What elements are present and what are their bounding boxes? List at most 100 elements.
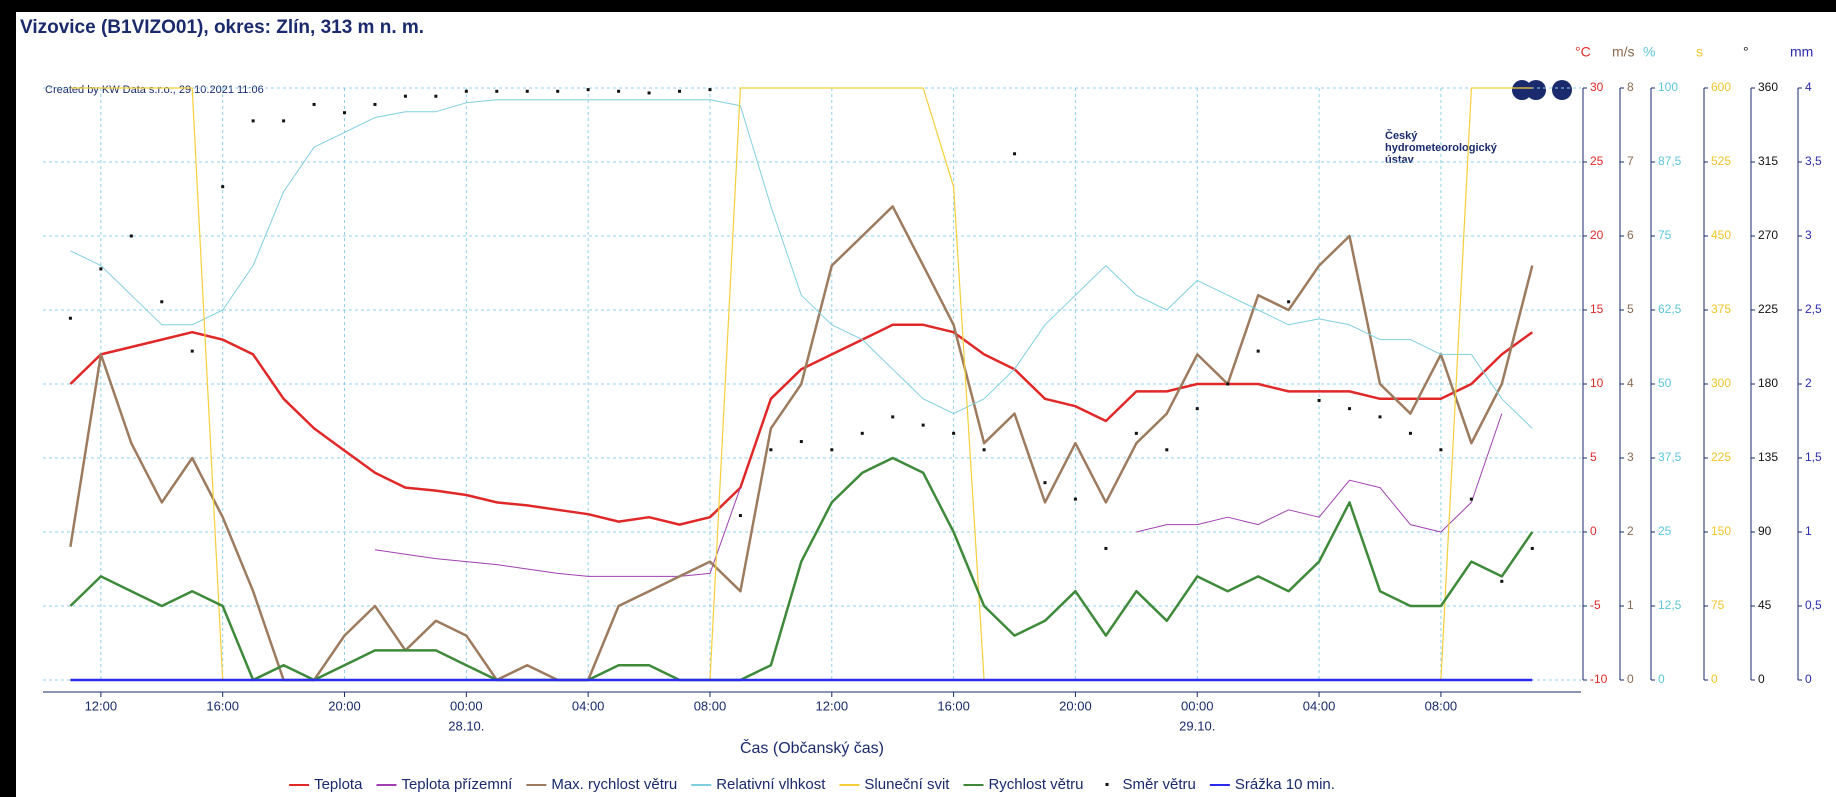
legend-label: Relativní vlhkost (716, 776, 826, 793)
y-tick-label: 15 (1590, 302, 1604, 316)
wind-direction-dot (799, 440, 803, 444)
y-tick-label: 0 (1711, 672, 1718, 686)
x-tick-label: 04:00 (1303, 698, 1336, 713)
y-tick-label: 0 (1805, 672, 1812, 686)
x-axis-title: Čas (Občanský čas) (740, 738, 884, 757)
wind-direction-dot (738, 514, 742, 518)
wind-direction-dot (434, 94, 438, 98)
legend-label: Srážka 10 min. (1235, 776, 1335, 793)
y-tick-label: 3,5 (1805, 154, 1822, 168)
wind-direction-dot (1043, 481, 1047, 485)
wind-direction-dot (1073, 497, 1077, 501)
wind-direction-dot (556, 89, 560, 93)
x-tick-label: 20:00 (328, 698, 361, 713)
x-date-label: 29.10. (1179, 718, 1215, 733)
y-tick-label: 2 (1627, 524, 1634, 538)
wind-direction-dot (1165, 448, 1169, 452)
logo-text: hydrometeorologický (1385, 142, 1498, 154)
legend-label: Směr větru (1123, 776, 1196, 793)
wind-direction-dot (617, 89, 621, 93)
legend-label: Max. rychlost větru (551, 776, 677, 793)
y-tick-label: 4 (1627, 376, 1634, 390)
wind-direction-dot (221, 185, 225, 189)
wind-direction-dot (860, 431, 864, 435)
legend-label: Sluneční svit (864, 776, 950, 793)
logo-text: ústav (1385, 154, 1415, 166)
y-tick-label: 12,5 (1658, 598, 1682, 612)
axis-unit: ° (1743, 44, 1749, 60)
y-tick-label: 5 (1590, 450, 1597, 464)
wind-direction-dot (495, 89, 499, 93)
axis-unit: °C (1575, 44, 1591, 60)
y-tick-label: 180 (1758, 376, 1778, 390)
wind-direction-dot (1287, 300, 1291, 304)
legend-swatch (1105, 783, 1109, 786)
y-tick-label: 87,5 (1658, 154, 1682, 168)
wind-direction-dot (464, 89, 468, 93)
wind-direction-dot (251, 119, 255, 123)
y-tick-label: 5 (1627, 302, 1634, 316)
series-line (69, 456, 1534, 682)
x-tick-label: 12:00 (816, 698, 849, 713)
wind-direction-dot (1317, 398, 1321, 402)
y-tick-label: 525 (1711, 154, 1731, 168)
y-tick-label: 2,5 (1805, 302, 1822, 316)
legend: Teplota Teplota přízemní Max. rychlost vět… (289, 776, 1335, 793)
wind-direction-dot (129, 234, 133, 238)
axis-unit: m/s (1612, 44, 1635, 60)
x-tick-label: 00:00 (450, 698, 483, 713)
x-tick-label: 00:00 (1181, 698, 1214, 713)
wind-direction-dot (1500, 579, 1504, 583)
legend-label: Teplota přízemní (401, 776, 513, 793)
y-tick-label: 7 (1627, 154, 1634, 168)
y-tick-label: 150 (1711, 524, 1731, 538)
created-note: Created by KW Data s.r.o., 29.10.2021 11… (45, 84, 264, 96)
wind-direction-dot (1134, 431, 1138, 435)
panel (16, 12, 1836, 797)
y-tick-label: 10 (1590, 376, 1604, 390)
wind-direction-dot (1439, 448, 1443, 452)
y-tick-label: 0,5 (1805, 598, 1822, 612)
wind-direction-dot (525, 89, 529, 93)
series-line (69, 323, 1534, 526)
wind-direction-dot (1104, 546, 1108, 550)
y-tick-label: 4 (1805, 80, 1812, 94)
wind-direction-dot (891, 415, 895, 419)
y-tick-label: 6 (1627, 228, 1634, 242)
y-tick-label: 45 (1758, 598, 1772, 612)
axis-unit: s (1696, 44, 1703, 60)
y-tick-label: 1,5 (1805, 450, 1822, 464)
x-tick-label: 16:00 (937, 698, 970, 713)
y-tick-label: 1 (1805, 524, 1812, 538)
axis-unit: mm (1790, 44, 1813, 60)
y-tick-label: 75 (1711, 598, 1725, 612)
wind-direction-dot (99, 267, 103, 271)
wind-direction-dot (586, 88, 590, 92)
x-tick-label: 08:00 (1425, 698, 1458, 713)
y-tick-label: 225 (1711, 450, 1731, 464)
wind-direction-dot (373, 102, 377, 106)
wind-direction-dot (1469, 497, 1473, 501)
wind-direction-dot (1378, 415, 1382, 419)
y-tick-label: 300 (1711, 376, 1731, 390)
wind-direction-dot (403, 94, 407, 98)
wind-direction-dot (1348, 407, 1352, 411)
series-line (70, 99, 1533, 429)
wind-direction-dot (952, 431, 956, 435)
wind-direction-dot (982, 448, 986, 452)
y-tick-label: 50 (1658, 376, 1672, 390)
y-tick-label: 0 (1590, 524, 1597, 538)
y-tick-label: 20 (1590, 228, 1604, 242)
wind-direction-dot (312, 102, 316, 106)
y-tick-label: 8 (1627, 80, 1634, 94)
y-tick-label: -10 (1590, 672, 1608, 686)
wind-direction-dot (190, 349, 194, 353)
wind-direction-dot (160, 300, 164, 304)
x-tick-label: 16:00 (206, 698, 239, 713)
y-tick-label: 100 (1658, 80, 1678, 94)
axis-unit: % (1643, 44, 1655, 60)
y-tick-label: 75 (1658, 228, 1672, 242)
legend-label: Teplota (314, 776, 363, 793)
logo-text: Český (1385, 129, 1418, 142)
